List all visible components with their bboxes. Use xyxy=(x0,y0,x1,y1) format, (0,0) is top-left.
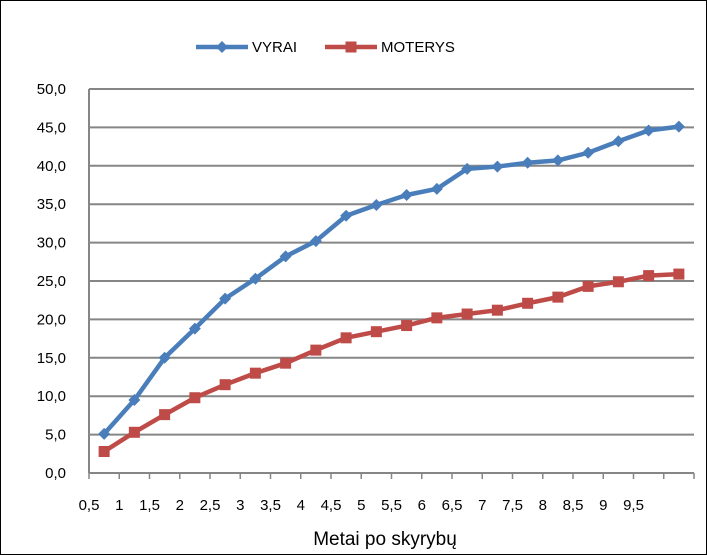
x-axis-title: Metai po skyrybų xyxy=(313,529,457,550)
data-point xyxy=(128,394,141,407)
data-point xyxy=(249,367,261,379)
y-tick-label: 45,0 xyxy=(37,119,66,136)
x-tick-label: 5,5 xyxy=(381,497,402,514)
data-point xyxy=(522,297,534,309)
y-tick-label: 40,0 xyxy=(37,158,66,175)
data-point xyxy=(431,312,443,324)
data-point xyxy=(551,154,564,167)
legend-item-vyrai: VYRAI xyxy=(196,39,297,56)
x-tick-label: 3,5 xyxy=(260,497,281,514)
x-tick-label: 8 xyxy=(539,497,547,514)
data-point xyxy=(582,280,594,292)
y-tick-label: 50,0 xyxy=(37,81,66,98)
y-tick-label: 10,0 xyxy=(37,388,66,405)
x-tick-label: 4,5 xyxy=(321,497,342,514)
x-tick-label: 7 xyxy=(478,497,486,514)
x-tick-label: 9,5 xyxy=(623,497,644,514)
data-point xyxy=(249,272,262,285)
x-tick-label: 0,5 xyxy=(79,497,100,514)
y-tick-label: 35,0 xyxy=(37,196,66,213)
data-point xyxy=(219,292,232,305)
x-axis xyxy=(88,89,695,479)
data-point xyxy=(370,326,382,338)
series-vyrai xyxy=(98,120,685,440)
data-point xyxy=(340,209,353,222)
data-point xyxy=(461,308,473,320)
data-point xyxy=(582,146,595,159)
data-point xyxy=(189,392,201,404)
x-tick-label: 7,5 xyxy=(502,497,523,514)
data-point xyxy=(491,304,503,316)
data-point xyxy=(98,445,110,457)
series-moterys xyxy=(98,268,685,457)
data-point xyxy=(340,332,352,344)
data-point xyxy=(128,426,140,438)
x-tick-label: 8,5 xyxy=(563,497,584,514)
x-tick-label: 4 xyxy=(297,497,305,514)
series-layer xyxy=(98,120,685,457)
data-point xyxy=(552,291,564,303)
data-point xyxy=(309,235,322,248)
data-point xyxy=(159,409,171,421)
y-axis-tick-labels: 0,0 5,0 10,0 15,0 20,0 25,0 30,0 35,0 40,0 45,0 50… xyxy=(37,81,66,482)
x-tick-label: 1,5 xyxy=(139,497,160,514)
y-tick-label: 0,0 xyxy=(45,465,66,482)
x-tick-label: 3 xyxy=(236,497,244,514)
x-tick-label: 6 xyxy=(418,497,426,514)
x-tick-label: 5 xyxy=(357,497,365,514)
data-point xyxy=(461,162,474,175)
data-point xyxy=(310,344,322,356)
legend-label: VYRAI xyxy=(252,39,297,56)
x-tick-label: 1 xyxy=(115,497,123,514)
legend-marker xyxy=(216,41,228,53)
y-tick-label: 5,0 xyxy=(45,427,66,444)
legend-label: MOTERYS xyxy=(381,39,455,56)
data-point xyxy=(612,276,624,288)
data-point xyxy=(158,351,171,364)
data-point xyxy=(188,322,201,335)
y-tick-label: 20,0 xyxy=(37,311,66,328)
legend: VYRAI MOTERYS xyxy=(196,39,455,56)
data-point xyxy=(643,270,655,282)
data-point xyxy=(401,320,413,332)
data-point xyxy=(673,268,685,280)
legend-item-moterys: MOTERYS xyxy=(325,39,455,56)
data-point xyxy=(370,198,383,211)
y-tick-label: 30,0 xyxy=(37,235,66,252)
data-point xyxy=(672,120,685,133)
data-point xyxy=(98,427,111,440)
data-point xyxy=(280,357,292,369)
series-line xyxy=(102,124,680,436)
data-point xyxy=(279,250,292,263)
legend-marker xyxy=(345,41,357,53)
data-point xyxy=(612,135,625,148)
series-line xyxy=(102,271,679,454)
y-tick-label: 25,0 xyxy=(37,273,66,290)
data-point xyxy=(642,124,655,137)
data-point xyxy=(219,379,231,391)
x-axis-tick-labels: 0,5 1 1,5 2 2,5 3 3,5 4 4,5 5 5,5 6 6,5 7 7,5 8 8,5 9 9,5 xyxy=(79,497,644,514)
data-point xyxy=(400,188,413,201)
x-tick-label: 6,5 xyxy=(442,497,463,514)
x-tick-label: 9 xyxy=(599,497,607,514)
x-tick-label: 2,5 xyxy=(200,497,221,514)
x-tick-label: 2 xyxy=(176,497,184,514)
y-tick-label: 15,0 xyxy=(37,350,66,367)
data-point xyxy=(430,182,443,195)
data-point xyxy=(521,156,534,169)
data-point xyxy=(491,160,504,173)
